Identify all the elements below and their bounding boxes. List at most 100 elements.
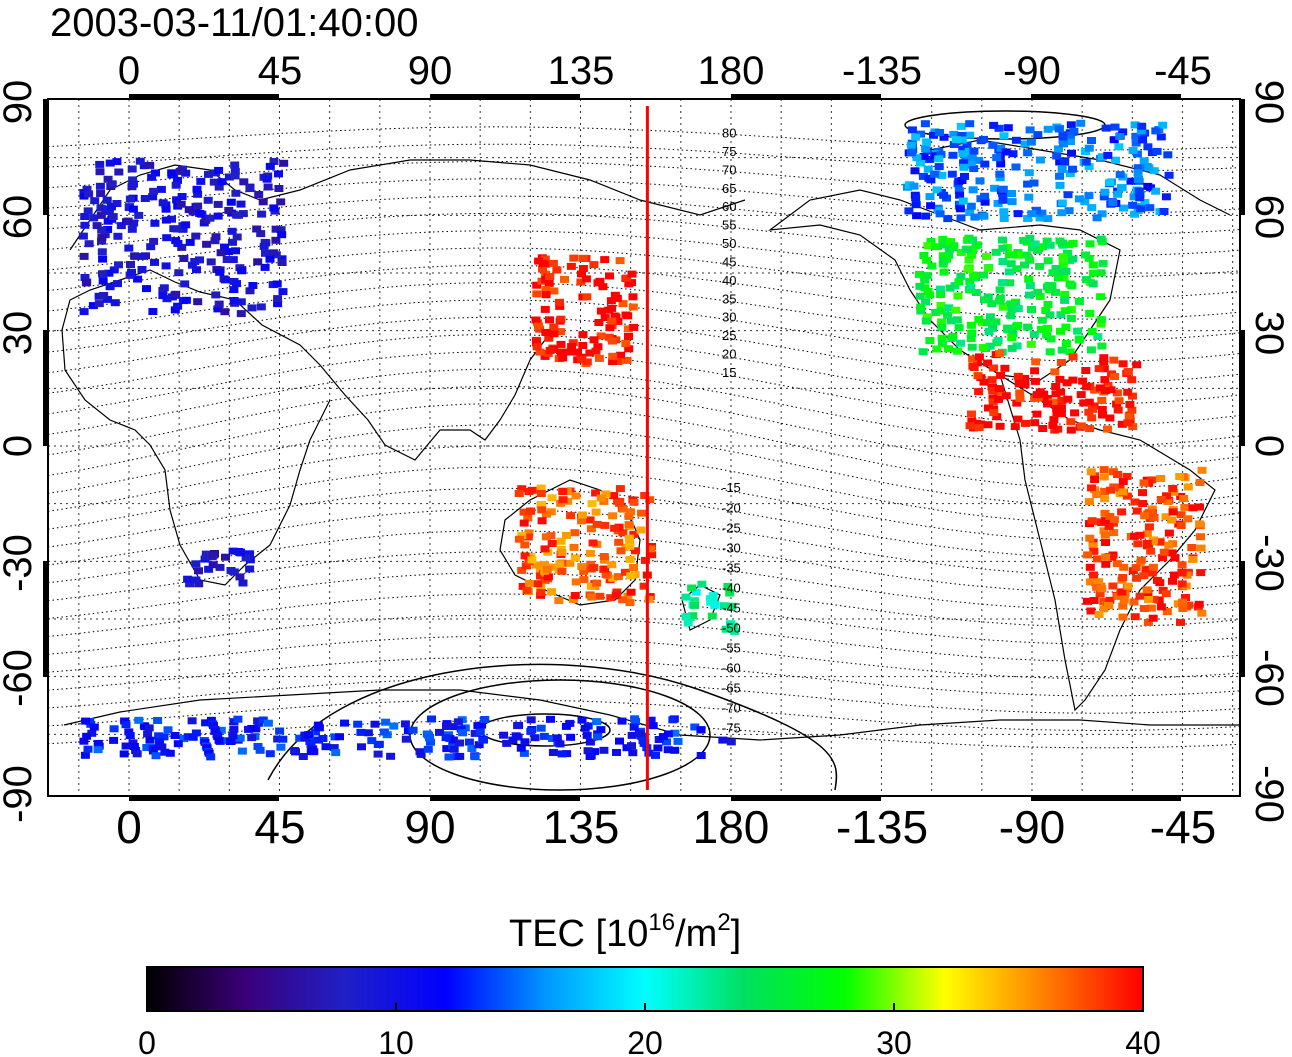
tec-cell — [911, 194, 921, 202]
tec-cell — [125, 195, 135, 203]
tec-cell — [1042, 395, 1052, 402]
tec-cell — [558, 488, 568, 495]
tec-cell — [973, 372, 983, 380]
tec-cell — [479, 736, 488, 744]
tec-cell — [449, 745, 459, 753]
tec-cell — [968, 362, 978, 370]
tec-cell — [925, 291, 935, 299]
tec-cell — [629, 498, 639, 506]
tec-cell — [277, 231, 287, 239]
tec-cell — [644, 749, 654, 757]
tec-cell — [965, 131, 975, 139]
tec-cell — [229, 286, 239, 294]
tec-cell — [653, 744, 663, 752]
tec-cell — [1056, 311, 1066, 319]
tec-cell — [967, 330, 977, 337]
tec-cell — [601, 571, 611, 579]
tec-cell — [1011, 163, 1021, 171]
tec-cell — [379, 728, 389, 736]
right-lat-label: 60 — [1247, 195, 1291, 240]
tec-cell — [1148, 563, 1158, 571]
frame-tick-top — [129, 94, 279, 99]
tec-cell — [1078, 377, 1088, 385]
tec-cell — [148, 744, 158, 752]
tec-cell — [1057, 165, 1067, 173]
tec-cell — [938, 252, 948, 260]
tec-cell — [537, 500, 547, 508]
tec-cell — [137, 266, 147, 273]
tec-cell — [1146, 547, 1156, 555]
tec-cell — [107, 203, 116, 211]
tec-cell — [624, 280, 634, 288]
tec-cell — [1099, 527, 1109, 535]
left-lat-label: -60 — [0, 649, 40, 707]
top-lon-label: -135 — [842, 49, 922, 93]
tec-cell — [1076, 391, 1086, 399]
tec-cell — [1005, 279, 1015, 287]
tec-cell — [1100, 517, 1110, 525]
tec-cell — [1045, 241, 1055, 249]
tec-cell — [555, 560, 565, 568]
tec-cell — [213, 212, 223, 220]
tec-cell — [681, 593, 691, 601]
tec-cell — [1108, 199, 1118, 206]
tec-cell — [1170, 554, 1180, 562]
tec-cell — [1081, 367, 1091, 374]
tec-cell — [1156, 133, 1166, 141]
colorbar-tick-label: 30 — [876, 1025, 912, 1057]
tec-cell — [104, 269, 114, 277]
tec-cell — [595, 277, 605, 285]
tec-cell — [1055, 181, 1065, 189]
tec-cell — [998, 303, 1008, 311]
tec-cell — [244, 725, 253, 733]
tec-cell — [1148, 614, 1158, 622]
tec-cell — [1176, 618, 1185, 626]
tec-cell — [950, 282, 960, 290]
tec-cell — [1002, 244, 1012, 252]
tec-cell — [916, 130, 925, 138]
frame-tick-top — [731, 94, 881, 99]
tec-cell — [516, 744, 526, 752]
tec-cell — [196, 177, 206, 185]
tec-cell — [1025, 126, 1035, 134]
tec-cell — [542, 566, 552, 574]
tec-cell — [258, 716, 268, 724]
tec-cell — [556, 537, 566, 545]
tec-cell — [1167, 516, 1177, 524]
frame-tick-right — [1240, 99, 1245, 215]
tec-cell — [80, 213, 90, 220]
tec-cell — [627, 742, 636, 750]
tec-cell — [253, 717, 263, 725]
tec-cell — [975, 177, 985, 185]
right-latitude-labels: 90 60 30 0 -30 -60 -90 — [1247, 80, 1291, 823]
bottom-lon-label: 135 — [543, 801, 620, 853]
tec-cell — [1055, 375, 1065, 383]
tec-cell — [651, 751, 660, 759]
tec-cell — [999, 208, 1009, 216]
tec-cell — [157, 743, 167, 751]
tec-cell — [499, 731, 509, 739]
tec-cell — [968, 236, 977, 244]
tec-cell — [1110, 373, 1120, 380]
coastline — [63, 689, 1240, 741]
tec-cell — [277, 259, 287, 266]
tec-cell — [536, 588, 546, 596]
tec-cell — [173, 240, 183, 247]
tec-cell — [604, 333, 614, 341]
tec-cell — [621, 568, 630, 576]
tec-cell — [1095, 384, 1105, 392]
tec-cell — [613, 358, 623, 365]
tec-cell — [274, 185, 284, 192]
tec-cell — [668, 716, 678, 724]
tec-cell — [966, 321, 976, 329]
tec-cell — [992, 413, 1002, 421]
tec-cell — [689, 597, 699, 605]
tec-cell — [230, 167, 240, 175]
figure-title: 2003-03-11/01:40:00 — [50, 1, 418, 45]
tec-cell — [381, 718, 391, 726]
tec-cell — [1084, 398, 1094, 406]
tec-cell — [919, 153, 929, 160]
tec-cell — [455, 752, 465, 760]
tec-cell — [127, 225, 137, 233]
tec-cell — [1188, 504, 1198, 512]
